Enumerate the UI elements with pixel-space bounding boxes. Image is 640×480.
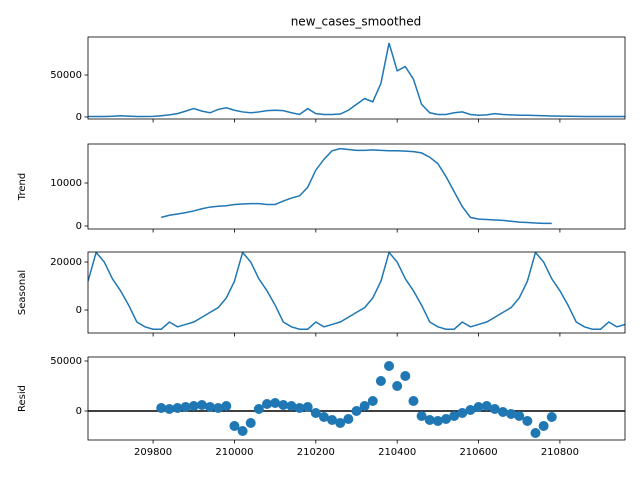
- resid-point: [522, 416, 533, 426]
- resid-point: [400, 371, 411, 381]
- resid-point: [156, 403, 167, 413]
- resid-point: [237, 426, 248, 436]
- resid-point: [546, 412, 557, 422]
- axes-frame: [87, 36, 626, 120]
- resid-point: [449, 411, 460, 421]
- resid-point: [294, 403, 305, 413]
- y-tick-label: 50000: [50, 70, 82, 81]
- y-axis-label: Trend: [17, 173, 28, 201]
- resid-point: [384, 361, 395, 371]
- data-line: [161, 147, 552, 225]
- y-axis-label: Seasonal: [17, 270, 28, 315]
- x-tick-label: 210000: [215, 447, 253, 458]
- resid-point: [473, 402, 484, 412]
- resid-point: [481, 401, 492, 411]
- y-axis-label: Resid: [17, 385, 28, 412]
- resid-point: [318, 412, 329, 422]
- axes-frame: [87, 251, 626, 334]
- resid-point: [213, 403, 224, 413]
- resid-point: [172, 403, 183, 413]
- resid-point: [310, 408, 321, 418]
- axes-frame: [87, 143, 626, 230]
- resid-point: [465, 405, 476, 415]
- data-line: [88, 252, 625, 330]
- data-line: [88, 42, 625, 118]
- x-tick-label: 209800: [134, 447, 172, 458]
- y-tick-label: 0: [76, 305, 82, 316]
- resid-point: [530, 428, 541, 438]
- y-tick-label: 50000: [50, 356, 82, 367]
- resid-point: [424, 415, 435, 425]
- resid-point: [180, 402, 191, 412]
- resid-point: [367, 396, 378, 406]
- resid-point: [253, 404, 264, 414]
- resid-point: [416, 411, 427, 421]
- resid-point: [506, 409, 517, 419]
- resid-point: [489, 404, 500, 414]
- resid-point: [408, 396, 419, 406]
- resid-point: [270, 398, 281, 408]
- resid-point: [262, 399, 272, 409]
- resid-point: [497, 407, 508, 417]
- resid-point: [188, 401, 199, 411]
- resid-point: [514, 411, 525, 421]
- resid-point: [245, 418, 256, 428]
- x-tick-label: 210800: [541, 447, 579, 458]
- y-tick-label: 0: [76, 112, 82, 123]
- x-tick-label: 210400: [378, 447, 416, 458]
- x-tick-label: 210600: [459, 447, 497, 458]
- resid-point: [335, 418, 346, 428]
- chart-title: new_cases_smoothed: [291, 15, 422, 29]
- resid-point: [359, 401, 370, 411]
- resid-point: [164, 404, 175, 414]
- resid-point: [221, 401, 232, 411]
- resid-point: [278, 400, 289, 410]
- resid-point: [327, 415, 338, 425]
- resid-point: [375, 376, 386, 386]
- resid-point: [343, 414, 354, 424]
- resid-point: [538, 421, 549, 431]
- resid-point: [441, 414, 451, 424]
- axes-frame: [87, 356, 626, 441]
- y-tick-label: 0: [76, 221, 82, 232]
- y-tick-label: 10000: [50, 178, 82, 189]
- x-tick-label: 210200: [297, 447, 335, 458]
- y-tick-label: 0: [76, 406, 82, 417]
- resid-point: [229, 421, 240, 431]
- resid-point: [432, 416, 443, 426]
- resid-point: [302, 402, 313, 412]
- resid-point: [196, 400, 207, 410]
- resid-point: [205, 402, 216, 412]
- resid-point: [457, 408, 468, 418]
- resid-point: [351, 406, 362, 416]
- resid-point: [286, 401, 297, 411]
- y-tick-label: 20000: [50, 257, 82, 268]
- resid-point: [392, 381, 403, 391]
